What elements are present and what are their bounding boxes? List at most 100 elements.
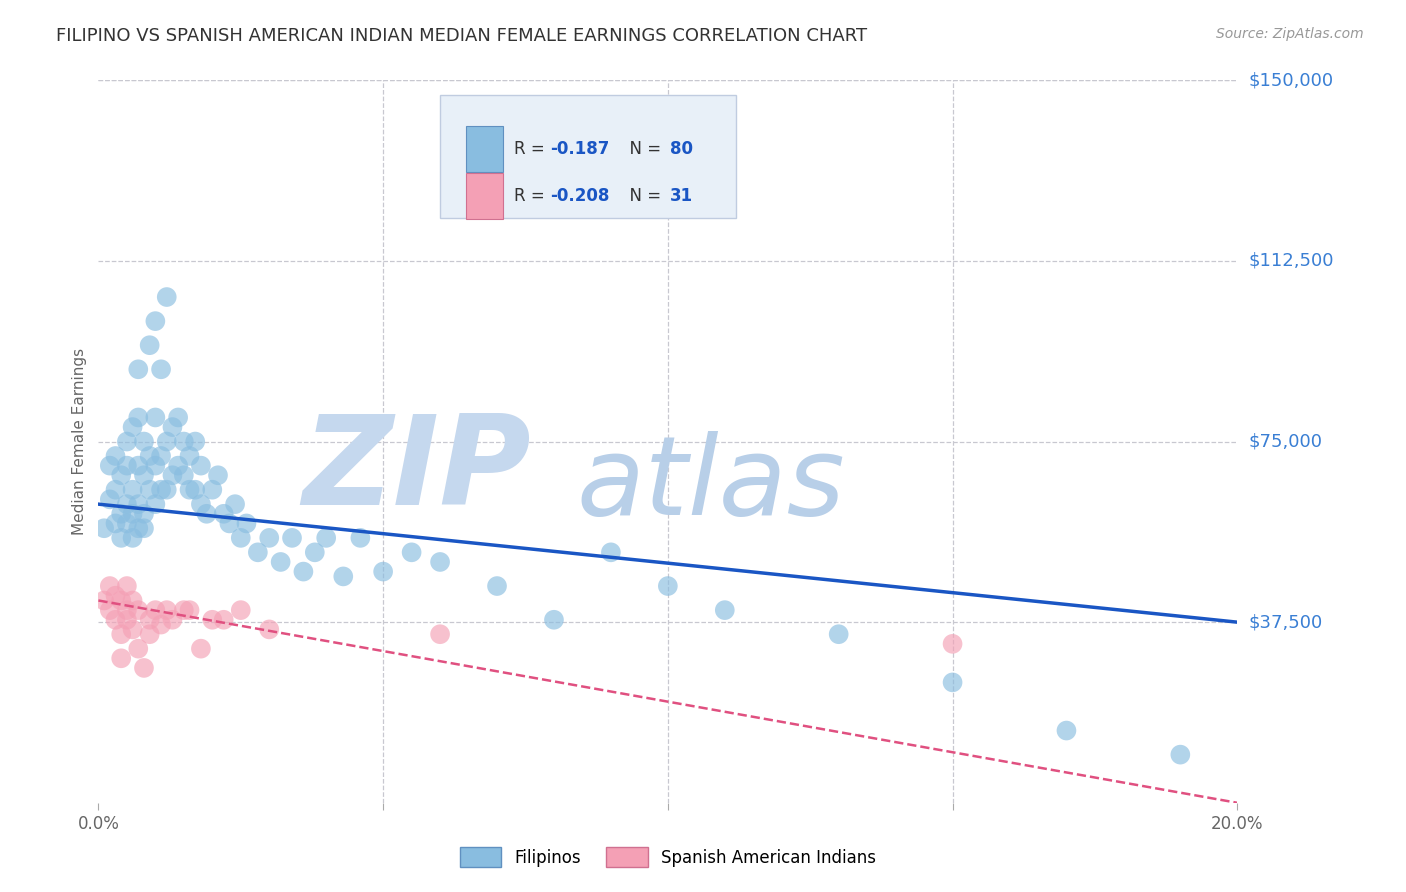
Point (156, 434, 179, 449)
Point (110, 531, 132, 545)
Point (173, 434, 195, 449)
Point (127, 410, 149, 425)
Point (190, 458, 212, 473)
Point (132, 661, 155, 675)
Point (942, 675, 965, 690)
Point (104, 483, 127, 497)
Point (246, 545, 269, 559)
Point (132, 521, 155, 535)
Text: N =: N = (619, 140, 666, 158)
Point (229, 531, 252, 545)
Text: N =: N = (619, 187, 666, 205)
Point (104, 516, 127, 531)
Point (150, 449, 173, 463)
Point (104, 589, 127, 603)
Point (1170, 747, 1192, 762)
Point (304, 545, 326, 559)
Point (138, 449, 160, 463)
Point (93, 521, 115, 535)
Point (98, 603, 121, 617)
Point (121, 593, 143, 607)
Point (162, 468, 184, 483)
Point (190, 641, 212, 656)
Point (543, 613, 565, 627)
Point (127, 458, 149, 473)
Point (212, 507, 235, 521)
Point (110, 593, 132, 607)
Point (179, 449, 201, 463)
Point (281, 531, 304, 545)
Point (145, 410, 167, 425)
Point (657, 579, 679, 593)
Point (115, 458, 138, 473)
Point (138, 613, 160, 627)
Point (127, 521, 149, 535)
Point (104, 613, 127, 627)
Point (201, 483, 224, 497)
Point (315, 531, 337, 545)
Point (132, 434, 155, 449)
Point (115, 497, 138, 511)
Point (121, 507, 143, 521)
Point (714, 603, 737, 617)
Point (104, 449, 127, 463)
Point (138, 338, 160, 352)
Point (600, 545, 623, 559)
Text: FILIPINO VS SPANISH AMERICAN INDIAN MEDIAN FEMALE EARNINGS CORRELATION CHART: FILIPINO VS SPANISH AMERICAN INDIAN MEDI… (56, 27, 868, 45)
Point (486, 579, 509, 593)
Point (292, 565, 315, 579)
Text: -0.208: -0.208 (551, 187, 610, 205)
Point (145, 314, 167, 328)
Point (145, 458, 167, 473)
Point (150, 362, 173, 376)
Text: ZIP: ZIP (302, 410, 531, 531)
Text: -0.187: -0.187 (551, 140, 610, 158)
Point (259, 531, 281, 545)
Point (115, 516, 138, 531)
Point (942, 637, 965, 651)
Point (167, 410, 190, 425)
Point (115, 434, 138, 449)
Point (121, 623, 143, 637)
Point (195, 507, 218, 521)
Point (127, 497, 149, 511)
Point (150, 617, 173, 632)
Text: $150,000: $150,000 (1249, 71, 1333, 89)
Point (110, 507, 132, 521)
Legend: Filipinos, Spanish American Indians: Filipinos, Spanish American Indians (460, 847, 876, 867)
Point (162, 613, 184, 627)
Point (349, 531, 371, 545)
Point (218, 516, 240, 531)
Point (270, 555, 292, 569)
Point (138, 483, 160, 497)
Point (828, 627, 851, 641)
Point (127, 641, 149, 656)
Point (115, 613, 138, 627)
Point (235, 516, 257, 531)
FancyBboxPatch shape (467, 126, 503, 172)
Point (132, 507, 155, 521)
Text: $112,500: $112,500 (1249, 252, 1334, 270)
Point (162, 420, 184, 434)
Point (229, 603, 252, 617)
Point (145, 603, 167, 617)
Text: R =: R = (515, 140, 555, 158)
Point (224, 497, 246, 511)
Y-axis label: Median Female Earnings: Median Female Earnings (72, 348, 87, 535)
FancyBboxPatch shape (467, 173, 503, 219)
Point (121, 483, 143, 497)
Point (167, 458, 190, 473)
Point (184, 483, 207, 497)
Point (127, 362, 149, 376)
Text: atlas: atlas (576, 432, 845, 539)
Point (98, 579, 121, 593)
Text: 80: 80 (671, 140, 693, 158)
Point (429, 627, 451, 641)
Point (156, 603, 179, 617)
Point (179, 603, 201, 617)
Point (429, 555, 451, 569)
Point (150, 483, 173, 497)
Point (98, 492, 121, 507)
Point (156, 290, 179, 304)
Point (127, 603, 149, 617)
